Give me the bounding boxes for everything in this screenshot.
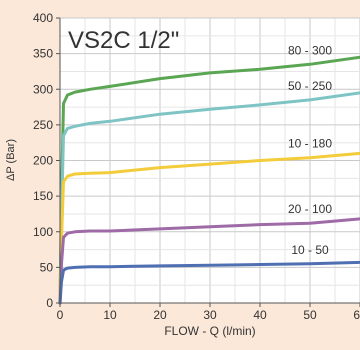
- y-tick-label: 0: [46, 296, 53, 310]
- y-tick-label: 50: [40, 260, 54, 274]
- series-label: 10 - 50: [291, 243, 329, 257]
- x-tick-label: 20: [153, 308, 167, 322]
- series-labels: 80 - 300 50 - 250 10 - 180 20 - 100 10 - 50: [288, 43, 332, 257]
- x-tick-label: 50: [303, 308, 317, 322]
- y-tick-label: 350: [33, 47, 53, 61]
- y-tick-label: 250: [33, 118, 53, 132]
- series-line-2: [58, 91, 360, 305]
- series-label: 20 - 100: [288, 202, 332, 216]
- y-axis-label: ΔP (Bar): [5, 139, 17, 181]
- x-tick-label: 60: [353, 308, 360, 322]
- y-tick-label: 150: [33, 189, 53, 203]
- x-tick-label: 0: [57, 308, 64, 322]
- series-line-3: [58, 151, 360, 305]
- tick-labels: 0 10 20 30 40 50 60 0 50 100 150 200 250 300 350 400: [33, 11, 360, 322]
- x-axis-label: FLOW - Q (l/min): [164, 324, 255, 338]
- y-tick-label: 300: [33, 82, 53, 96]
- x-tick-label: 40: [253, 308, 267, 322]
- series-line-4: [58, 217, 360, 305]
- y-tick-label: 200: [33, 154, 53, 168]
- series-line-5: [58, 260, 360, 305]
- y-tick-label: 400: [33, 11, 53, 25]
- series-label: 10 - 180: [288, 137, 332, 151]
- x-tick-label: 10: [103, 308, 117, 322]
- series-layer: [58, 55, 360, 305]
- series-line-1: [58, 55, 360, 305]
- y-tick-label: 100: [33, 225, 53, 239]
- x-tick-label: 30: [203, 308, 217, 322]
- chart-title: VS2C 1/2": [68, 27, 179, 54]
- series-label: 50 - 250: [288, 79, 332, 93]
- series-label: 80 - 300: [288, 43, 332, 57]
